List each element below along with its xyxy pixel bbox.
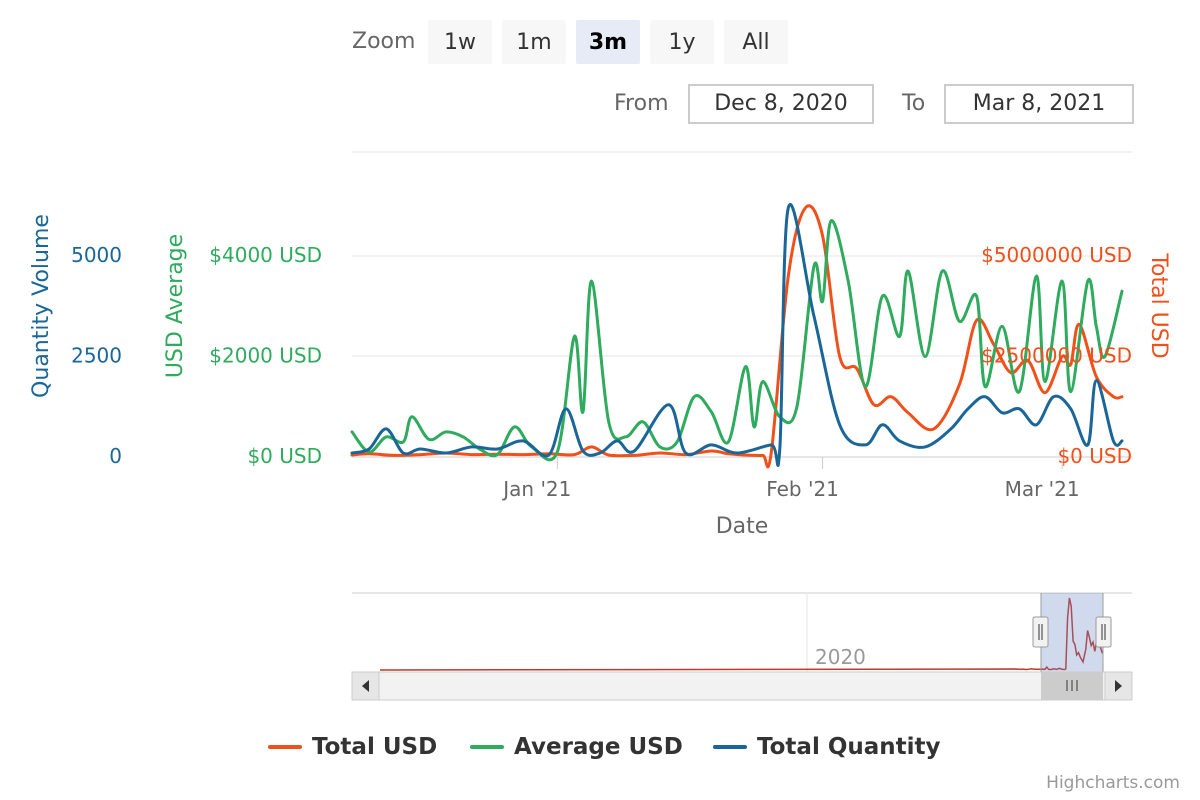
navigator-selection-mask[interactable]	[1041, 593, 1103, 672]
zoom-1y-button[interactable]: 1y	[650, 20, 714, 64]
y-tick-label-quantity: 0	[109, 444, 122, 468]
legend-swatch	[268, 745, 302, 749]
credits-link[interactable]: Highcharts.com	[1046, 773, 1180, 793]
navigator-year-label: 2020	[815, 645, 866, 669]
scrollbar-thumb[interactable]	[1041, 672, 1103, 700]
navigator-handle-left[interactable]	[1032, 616, 1049, 648]
x-tick-label: Mar '21	[1005, 477, 1080, 501]
series-line-total-usd[interactable]	[350, 204, 1124, 469]
from-date-input[interactable]: Dec 8, 2020	[688, 84, 874, 124]
y-tick-label-average: $2000 USD	[209, 344, 322, 368]
to-label: To	[902, 91, 926, 116]
scrollbar-left-button[interactable]	[351, 671, 380, 701]
y-tick-label-quantity: 2500	[71, 344, 122, 368]
scrollbar[interactable]	[351, 671, 1133, 701]
series-line-average-usd[interactable]	[350, 219, 1124, 462]
legend-item-total-usd[interactable]: Total USD	[268, 732, 437, 762]
legend-swatch	[713, 745, 747, 749]
y-tick-label-total: $5000000 USD	[981, 243, 1132, 267]
legend-swatch	[470, 745, 504, 749]
zoom-all-button[interactable]: All	[724, 20, 788, 64]
legend-label: Total Quantity	[757, 734, 941, 760]
legend-label: Average USD	[514, 734, 683, 760]
zoom-label: Zoom	[352, 29, 416, 54]
x-tick-label: Jan '21	[501, 477, 571, 501]
y-axis-title-average: USD Average	[163, 234, 188, 378]
zoom-1m-button[interactable]: 1m	[502, 20, 566, 64]
legend-item-total-quantity[interactable]: Total Quantity	[713, 732, 941, 762]
zoom-3m-button[interactable]: 3m	[576, 20, 640, 64]
navigator-series-line	[379, 597, 1103, 671]
y-tick-label-total: $2500000 USD	[981, 344, 1132, 368]
navigator-handle-right[interactable]	[1095, 616, 1112, 648]
y-tick-label-average: $4000 USD	[209, 243, 322, 267]
y-tick-label-average: $0 USD	[247, 444, 322, 468]
y-axis-title-quantity: Quantity Volume	[29, 214, 54, 398]
from-label: From	[614, 91, 669, 116]
zoom-1w-button[interactable]: 1w	[428, 20, 492, 64]
legend-item-average-usd[interactable]: Average USD	[470, 732, 683, 762]
y-tick-label-quantity: 5000	[71, 243, 122, 267]
scrollbar-right-button[interactable]	[1104, 671, 1133, 701]
x-axis-title: Date	[716, 514, 769, 539]
y-tick-label-total: $0 USD	[1057, 444, 1132, 468]
to-date-input[interactable]: Mar 8, 2021	[944, 84, 1134, 124]
legend-label: Total USD	[312, 734, 438, 760]
arrow-right-icon	[1115, 680, 1122, 692]
navigator[interactable]: 2020	[352, 592, 1132, 672]
series-line-total-quantity[interactable]	[350, 203, 1124, 467]
x-tick-label: Feb '21	[766, 477, 839, 501]
y-axis-title-total: Total USD	[1146, 252, 1171, 358]
arrow-left-icon	[362, 680, 369, 692]
